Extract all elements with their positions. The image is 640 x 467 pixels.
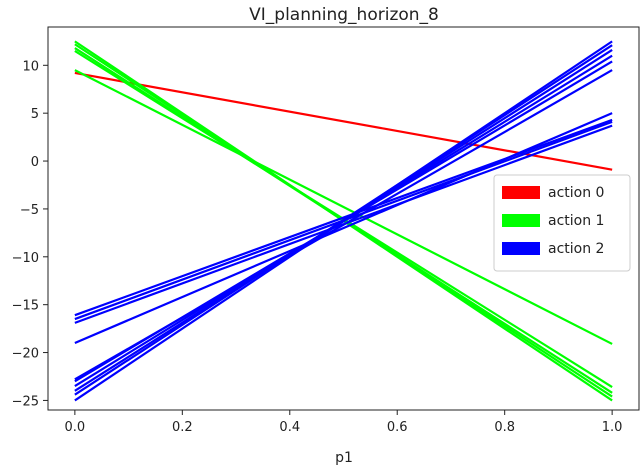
legend-label-0: action 0 <box>548 185 604 201</box>
x-tick-label: 0.8 <box>494 420 515 435</box>
legend: action 0 action 1 action 2 <box>493 174 631 272</box>
series-lines <box>74 40 613 402</box>
plot-frame <box>47 26 640 411</box>
series-2-line-7 <box>74 120 613 321</box>
y-tick-label: 10 <box>22 59 39 74</box>
y-tick-label: 5 <box>31 107 39 122</box>
legend-swatch-1 <box>502 214 540 227</box>
y-tick-label: −20 <box>12 347 39 362</box>
y-tick-label: −10 <box>12 251 39 266</box>
x-tick-label: 0.2 <box>172 420 193 435</box>
x-tick-label: 0.6 <box>387 420 408 435</box>
x-tick-label: 0.0 <box>65 420 86 435</box>
x-axis-label: p1 <box>335 450 353 466</box>
x-axis: 0.0 0.2 0.4 0.6 0.8 1.0 <box>65 410 623 435</box>
legend-label-2: action 2 <box>548 241 604 257</box>
x-tick-label: 0.4 <box>279 420 300 435</box>
series-1-line-4 <box>74 69 613 345</box>
y-tick-label: −25 <box>12 394 39 409</box>
series-2-line-6 <box>74 124 613 324</box>
legend-swatch-2 <box>502 242 540 255</box>
y-tick-label: −15 <box>12 299 39 314</box>
legend-label-1: action 1 <box>548 213 604 229</box>
legend-swatch-0 <box>502 186 540 199</box>
y-tick-label: 0 <box>31 155 39 170</box>
y-axis: 10 5 0 −5 −10 −15 −20 −25 <box>12 59 48 409</box>
series-2-line-9 <box>74 112 613 344</box>
chart-title: VI_planning_horizon_8 <box>249 5 439 25</box>
y-tick-label: −5 <box>20 203 39 218</box>
x-tick-label: 1.0 <box>602 420 623 435</box>
